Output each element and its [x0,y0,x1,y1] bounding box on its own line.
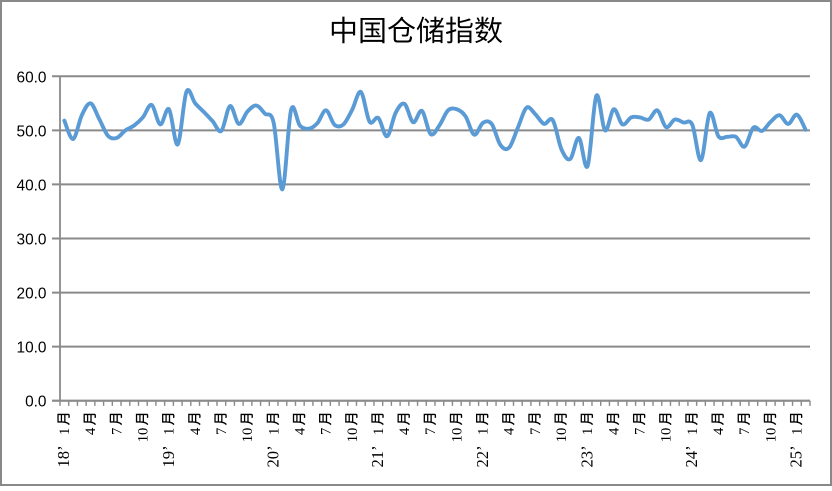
svg-text:10.0: 10.0 [17,340,47,357]
svg-text:7: 7 [737,428,753,435]
svg-text:7: 7 [214,428,230,435]
svg-text:10: 10 [135,428,151,443]
svg-text:25’: 25’ [787,445,806,467]
svg-text:1: 1 [162,428,178,435]
svg-text:22’: 22’ [473,445,492,467]
svg-text:4: 4 [606,427,622,435]
svg-text:10: 10 [554,428,570,443]
svg-text:7: 7 [319,428,335,435]
svg-text:18’: 18’ [54,445,73,467]
svg-text:7: 7 [528,428,544,435]
svg-text:1: 1 [371,428,387,435]
svg-text:1: 1 [685,428,701,435]
svg-text:7: 7 [423,428,439,435]
svg-text:30.0: 30.0 [17,232,47,249]
svg-text:0.0: 0.0 [25,394,46,411]
svg-text:10: 10 [659,428,675,443]
svg-text:1: 1 [580,428,596,435]
svg-text:40.0: 40.0 [17,177,47,194]
svg-text:1: 1 [57,428,73,435]
svg-text:1: 1 [476,428,492,435]
svg-text:4: 4 [502,427,518,435]
svg-text:20.0: 20.0 [17,286,47,303]
svg-text:10: 10 [345,428,361,443]
svg-text:4: 4 [188,427,204,435]
svg-text:10: 10 [763,428,779,443]
svg-text:19’: 19’ [159,445,178,467]
svg-text:4: 4 [292,427,308,435]
svg-text:21’: 21’ [368,445,387,467]
svg-text:10: 10 [449,428,465,443]
svg-text:24’: 24’ [682,445,701,467]
svg-text:4: 4 [83,427,99,435]
svg-text:20’: 20’ [263,445,282,467]
svg-text:1: 1 [790,428,806,435]
svg-text:60.0: 60.0 [17,69,47,86]
svg-text:50.0: 50.0 [17,123,47,140]
svg-text:4: 4 [397,427,413,435]
svg-text:1: 1 [266,428,282,435]
svg-text:10: 10 [240,428,256,443]
svg-text:7: 7 [109,428,125,435]
svg-text:4: 4 [711,427,727,435]
svg-text:7: 7 [633,428,649,435]
svg-text:23’: 23’ [577,445,596,467]
